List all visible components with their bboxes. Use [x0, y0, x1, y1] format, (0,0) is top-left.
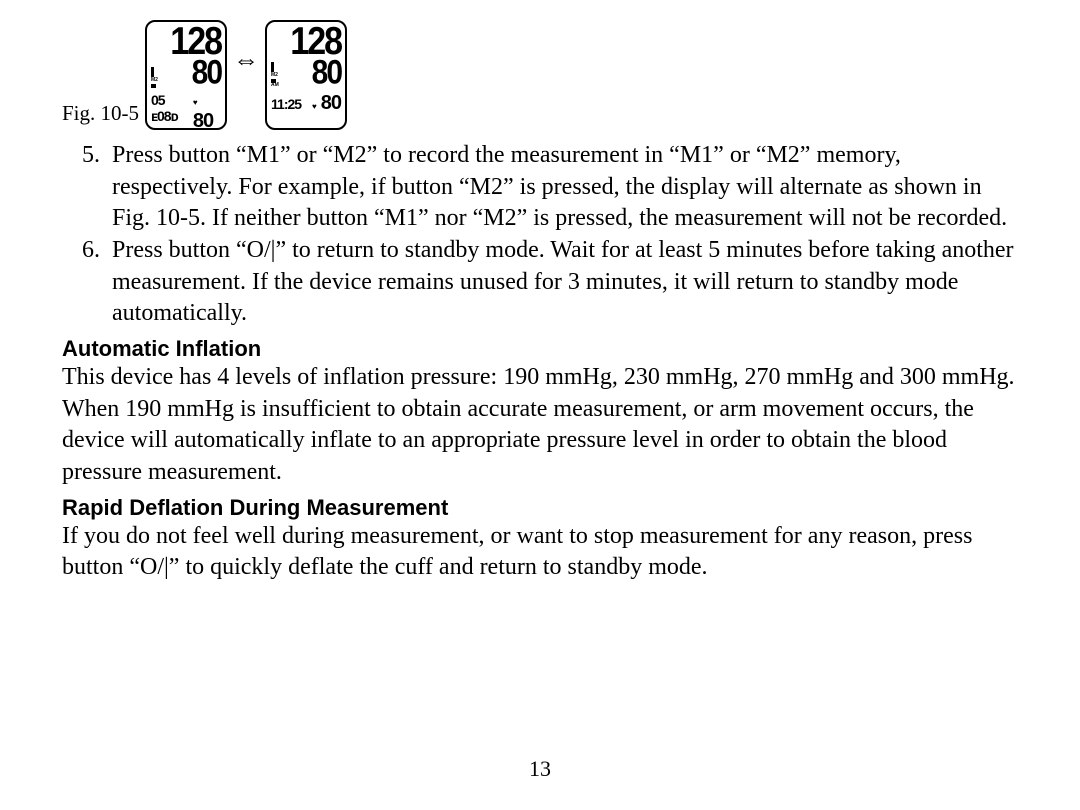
memory-tag: M2: [271, 73, 279, 78]
heading-rapid-deflation: Rapid Deflation During Measurement: [62, 495, 1018, 521]
memory-tag: M2: [151, 78, 158, 83]
diastolic-value: 80: [192, 57, 221, 88]
lcd-side-indicators: M2 AM: [271, 62, 279, 88]
heart-icon: ♥: [312, 102, 317, 111]
manual-page: Fig. 10-5 128 M2 80 05 ᴇ08ᴅ ♥ 80 ⇔: [0, 0, 1080, 810]
heart-icon: ♥: [193, 98, 198, 107]
lcd-display-right: 128 M2 AM 80 11:25 ♥ 80: [265, 20, 347, 130]
time-value: 11:25: [271, 96, 301, 112]
diastolic-value: 80: [312, 57, 341, 88]
lcd-display-left: 128 M2 80 05 ᴇ08ᴅ ♥ 80: [145, 20, 227, 130]
pulse-value: 80: [321, 92, 341, 114]
lcd-side-indicators: M2: [151, 67, 158, 88]
pulse-value: 80: [193, 110, 213, 132]
figure-label: Fig. 10-5: [62, 101, 139, 130]
instruction-step-5: Press button “M1” or “M2” to record the …: [106, 140, 1018, 235]
instruction-step-6: Press button “O/|” to return to standby …: [106, 235, 1018, 330]
alternate-arrow-icon: ⇔: [233, 45, 259, 105]
figure-10-5: Fig. 10-5 128 M2 80 05 ᴇ08ᴅ ♥ 80 ⇔: [62, 20, 1018, 130]
page-number: 13: [0, 756, 1080, 782]
paragraph-automatic-inflation: This device has 4 levels of inflation pr…: [62, 362, 1018, 489]
instruction-list: Press button “M1” or “M2” to record the …: [62, 140, 1018, 330]
heading-automatic-inflation: Automatic Inflation: [62, 336, 1018, 362]
ampm-tag: AM: [271, 83, 279, 88]
date-value: 05 ᴇ08ᴅ: [151, 92, 193, 124]
paragraph-rapid-deflation: If you do not feel well during measureme…: [62, 521, 1018, 584]
